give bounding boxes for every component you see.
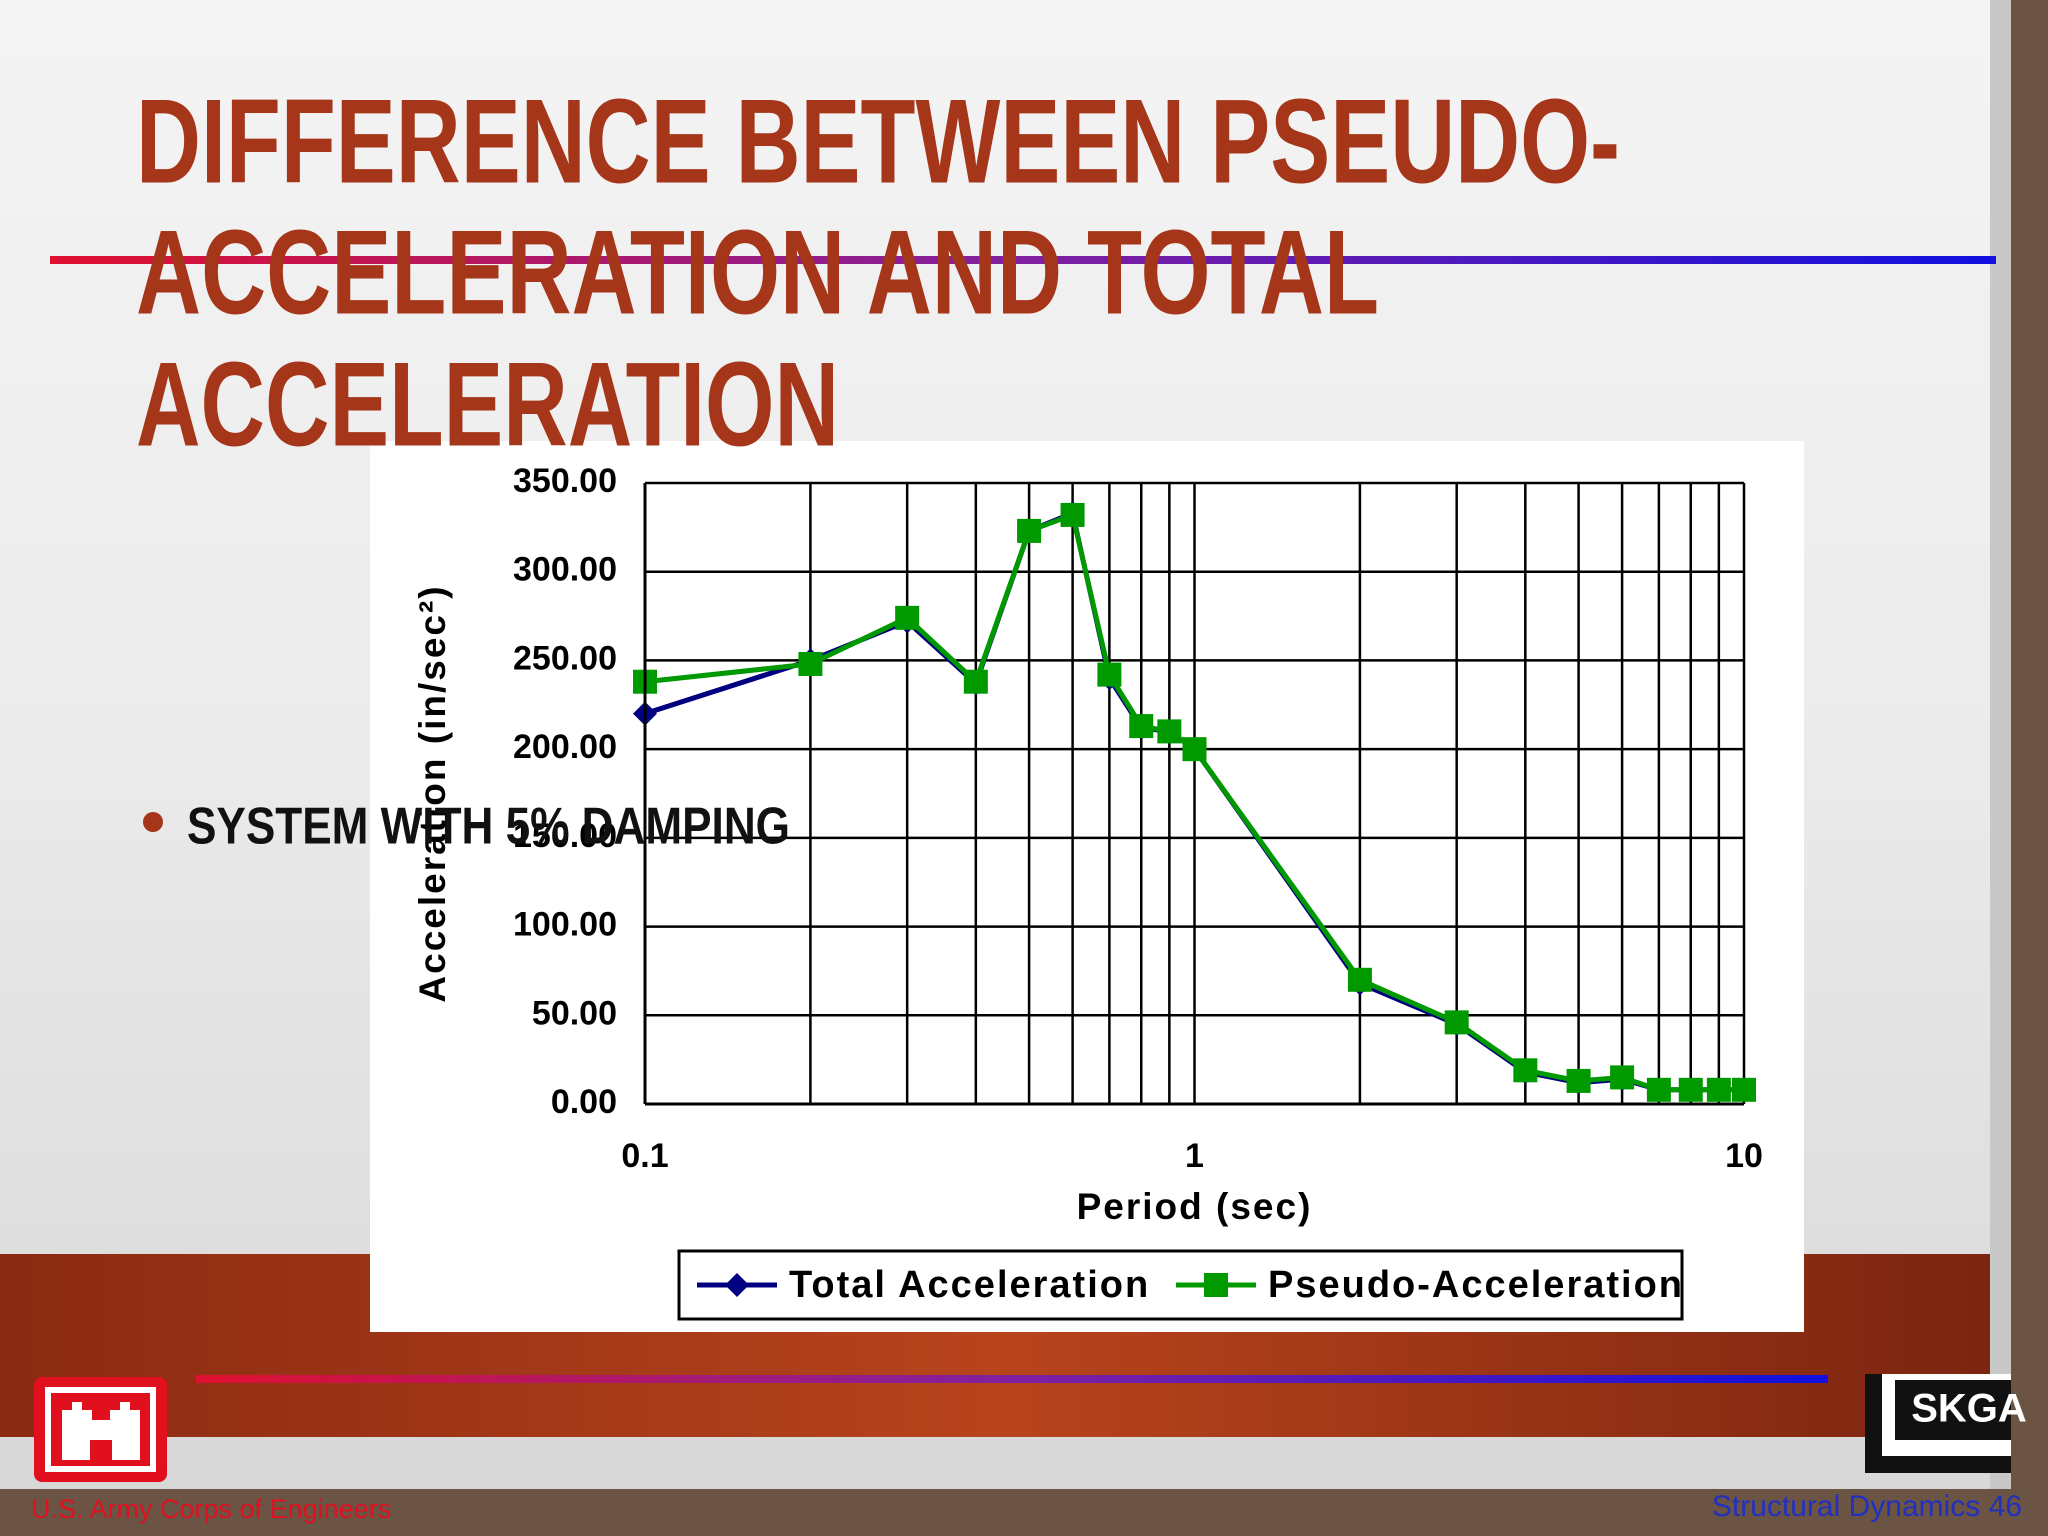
y-tick-label: 300.00 — [513, 551, 617, 589]
data-point — [1610, 1065, 1635, 1090]
y-axis-title: Acceleration (in/sec²) — [412, 584, 453, 1002]
data-point — [1347, 967, 1372, 992]
footer-left: U.S. Army Corps of Engineers — [31, 1494, 391, 1524]
data-point — [1706, 1077, 1731, 1102]
skga-logo-block — [1895, 1380, 2011, 1440]
edge — [1990, 0, 2011, 1489]
chart: 0.00 50.00 100.00 150.00 200.00 250.00 300.00 3… — [412, 462, 1763, 1321]
chart-area — [370, 441, 1804, 1332]
bullet-dot — [143, 812, 163, 832]
y-tick-label: 200.00 — [513, 728, 617, 766]
castle-logo-frame — [45, 1387, 156, 1472]
data-point — [1097, 662, 1122, 687]
title-line: DIFFERENCE BETWEEN PSEUDO- — [136, 75, 1620, 209]
x-axis-title: Period (sec) — [1077, 1186, 1313, 1227]
y-tick-label: 0.00 — [551, 1083, 617, 1121]
data-point — [1444, 1010, 1469, 1035]
data-point — [1060, 502, 1085, 527]
rule-bottom — [196, 1375, 1828, 1383]
y-tick-label: 250.00 — [513, 639, 617, 677]
x-tick-label: 10 — [1725, 1137, 1763, 1175]
title-line: ACCELERATION — [136, 338, 839, 472]
data-point — [1566, 1068, 1591, 1093]
x-tick-label: 0.1 — [621, 1137, 668, 1175]
y-tick-label: 100.00 — [513, 906, 617, 944]
data-point — [1182, 737, 1207, 762]
footer-right: Structural Dynamics 46 — [1712, 1490, 2022, 1523]
data-point — [1732, 1077, 1756, 1102]
y-tick-label: 150.00 — [513, 817, 617, 855]
skga-logo-text: SKGA — [1911, 1387, 2027, 1431]
title-line: ACCELERATION AND TOTAL — [136, 206, 1379, 340]
data-point — [798, 651, 823, 676]
y-tick-label: 350.00 — [513, 462, 617, 500]
x-tick-label: 1 — [1185, 1137, 1204, 1175]
data-point — [963, 669, 988, 694]
rule-top — [50, 256, 1996, 264]
legend-label: Pseudo-Acceleration — [1268, 1264, 1684, 1306]
data-point — [1678, 1077, 1703, 1102]
skga-logo-bracket — [1865, 1374, 2011, 1473]
data-point — [1646, 1077, 1671, 1102]
data-point — [895, 605, 920, 630]
legend-marker — [725, 1273, 749, 1297]
data-point — [1129, 714, 1154, 739]
data-point — [1157, 719, 1182, 744]
bullet-text: SYSTEM WITH 5% DAMPING — [187, 798, 790, 856]
legend-marker — [1204, 1273, 1228, 1297]
castle-icon — [62, 1402, 140, 1460]
legend-label: Total Acceleration — [789, 1264, 1150, 1306]
data-point — [1513, 1058, 1538, 1083]
data-point — [1017, 518, 1042, 543]
y-tick-label: 50.00 — [532, 994, 617, 1032]
